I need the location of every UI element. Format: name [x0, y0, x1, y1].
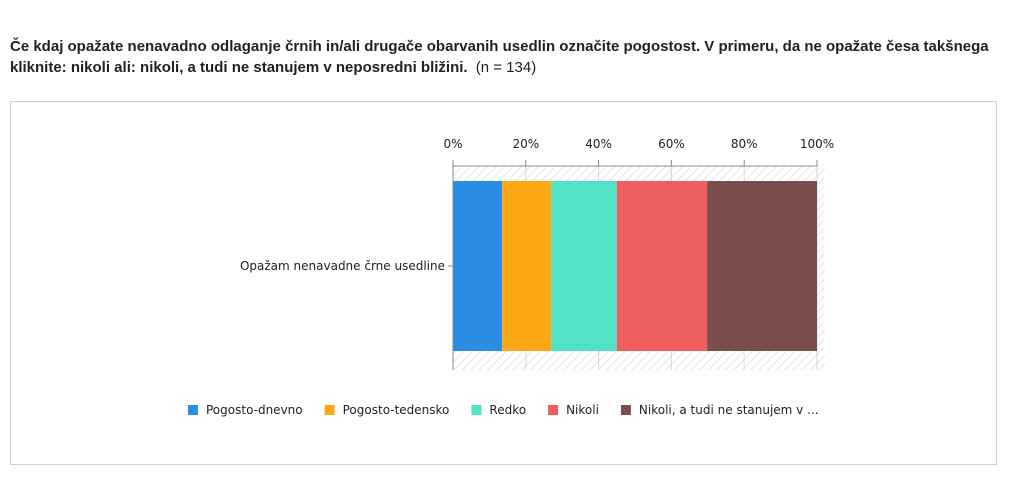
x-tick-label: 0%	[443, 137, 462, 151]
legend-swatch	[324, 405, 335, 415]
category-label: Opažam nenavadne črne usedline	[240, 259, 445, 273]
bar-segment	[551, 181, 617, 351]
legend-swatch	[548, 405, 559, 415]
x-tick-label: 20%	[512, 137, 539, 151]
bar-segment	[502, 181, 552, 351]
legend-swatch	[620, 405, 631, 415]
x-tick-label: 100%	[800, 137, 834, 151]
bar-segment	[707, 181, 817, 351]
x-tick-label: 80%	[731, 137, 758, 151]
legend-label: Pogosto-dnevno	[206, 403, 303, 417]
question-text: Če kdaj opažate nenavadno odlaganje črni…	[10, 38, 989, 76]
legend-label: Pogosto-tedensko	[343, 403, 450, 417]
respondent-count: (n = 134)	[475, 59, 537, 76]
legend-swatch	[188, 405, 198, 415]
x-tick-label: 60%	[658, 137, 685, 151]
legend-label: Nikoli, a tudi ne stanujem v ...	[639, 403, 819, 417]
question-header: Če kdaj opažate nenavadno odlaganje črni…	[10, 36, 1000, 78]
legend-swatch	[471, 405, 482, 415]
legend-label: Nikoli	[566, 403, 599, 417]
bar-segment	[453, 181, 503, 351]
bar-segment	[616, 181, 708, 351]
x-tick-label: 40%	[585, 137, 612, 151]
legend-label: Redko	[489, 403, 526, 417]
